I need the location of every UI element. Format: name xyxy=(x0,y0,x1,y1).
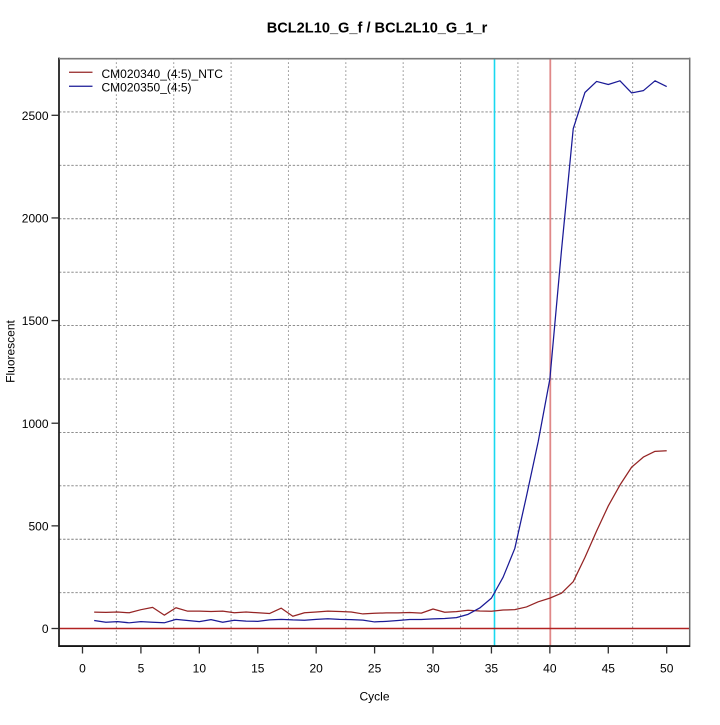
svg-text:2000: 2000 xyxy=(22,212,49,226)
svg-text:25: 25 xyxy=(368,662,382,676)
svg-text:2500: 2500 xyxy=(22,109,49,123)
svg-text:Cycle: Cycle xyxy=(359,689,389,703)
svg-text:50: 50 xyxy=(660,662,674,676)
svg-text:1000: 1000 xyxy=(22,417,49,431)
svg-text:40: 40 xyxy=(543,662,557,676)
svg-text:30: 30 xyxy=(426,662,440,676)
svg-text:5: 5 xyxy=(138,662,145,676)
svg-text:Fluorescent: Fluorescent xyxy=(4,319,18,382)
svg-text:0: 0 xyxy=(42,622,49,636)
svg-text:0: 0 xyxy=(79,662,86,676)
svg-text:1500: 1500 xyxy=(22,314,49,328)
svg-text:10: 10 xyxy=(193,662,207,676)
svg-text:20: 20 xyxy=(310,662,324,676)
svg-text:500: 500 xyxy=(28,520,48,534)
svg-text:15: 15 xyxy=(251,662,265,676)
svg-text:CM020340_(4:5)_NTC: CM020340_(4:5)_NTC xyxy=(102,67,224,81)
svg-text:BCL2L10_G_f / BCL2L10_G_1_r: BCL2L10_G_f / BCL2L10_G_1_r xyxy=(267,21,488,37)
svg-text:45: 45 xyxy=(602,662,616,676)
svg-text:CM020350_(4:5): CM020350_(4:5) xyxy=(102,80,192,94)
svg-text:35: 35 xyxy=(485,662,499,676)
